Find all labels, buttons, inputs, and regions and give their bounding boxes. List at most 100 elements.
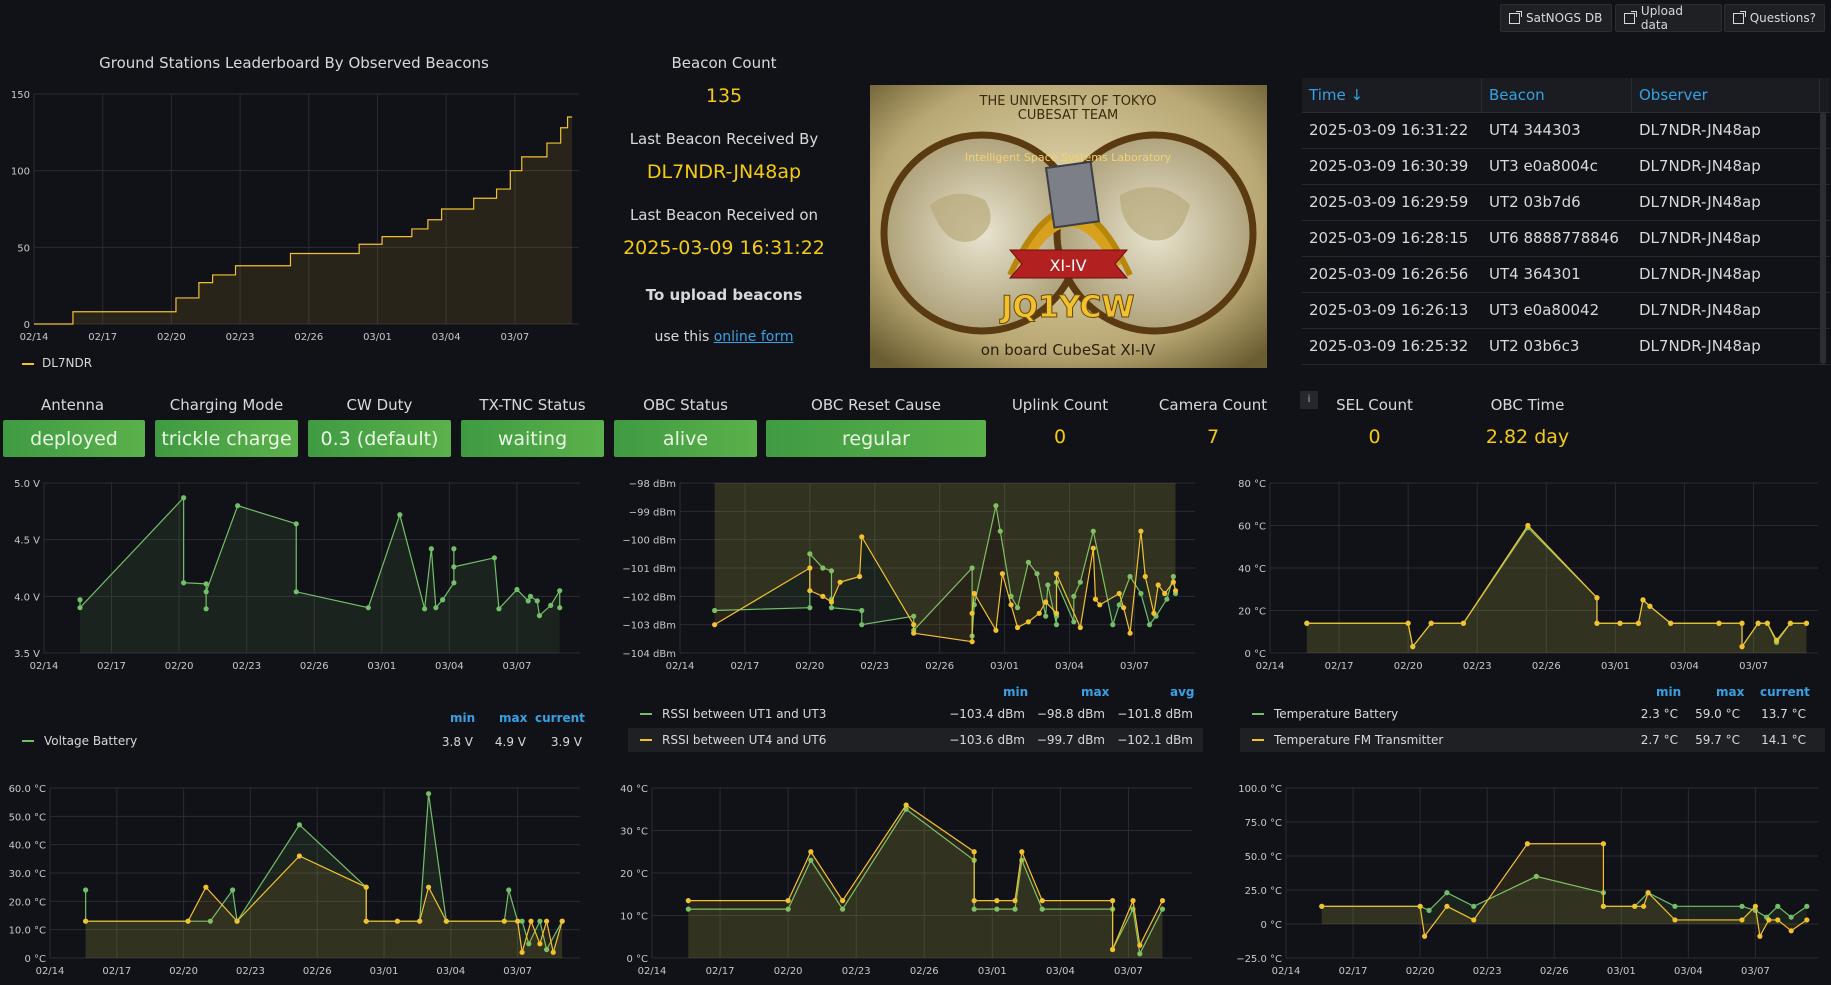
upload-title: To upload beacons: [645, 286, 803, 304]
series-area: [714, 483, 1176, 636]
table-row[interactable]: 2025-03-09 16:26:56 UT4 364301 DL7NDR-JN48…: [1302, 257, 1830, 293]
data-point: [230, 887, 236, 893]
data-point: [293, 589, 299, 595]
cell-time: 2025-03-09 16:29:59: [1309, 193, 1469, 211]
data-point: [999, 571, 1006, 577]
online-form-link[interactable]: online form: [713, 329, 794, 345]
legend-max-header[interactable]: max: [499, 711, 528, 725]
legend-current-header[interactable]: current: [535, 711, 585, 725]
data-point: [1151, 610, 1157, 616]
legend-max-header[interactable]: max: [1081, 685, 1110, 699]
data-point: [235, 503, 241, 509]
data-point: [1471, 917, 1477, 923]
logo-line1: THE UNIVERSITY OF TOKYO: [979, 94, 1157, 109]
table-row[interactable]: 2025-03-09 16:29:59 UT2 03b7d6 DL7NDR-JN48…: [1302, 185, 1830, 221]
x-tick-label: 02/17: [731, 661, 760, 672]
data-point: [1444, 903, 1450, 909]
data-point: [994, 906, 1000, 912]
table-row[interactable]: 2025-03-09 16:25:32 UT2 03b6c3 DL7NDR-JN48…: [1302, 329, 1830, 365]
y-tick-label: −101 dBm: [622, 564, 676, 575]
data-point: [1405, 620, 1411, 626]
series-area: [714, 483, 1176, 642]
legend-label: Temperature Battery: [1274, 707, 1399, 721]
x-tick-label: 02/26: [1532, 661, 1561, 672]
cell-time: 2025-03-09 16:28:15: [1309, 229, 1469, 247]
obc-status-label: OBC Status: [643, 396, 728, 414]
table-body: 2025-03-09 16:31:22 UT4 344303 DL7NDR-JN48…: [1302, 113, 1830, 368]
data-point: [839, 906, 846, 912]
y-tick-label: 0: [24, 320, 30, 331]
y-tick-label: 20 °C: [1238, 607, 1266, 618]
table-row[interactable]: 2025-03-09 16:24:11UT5 ffffffDL7NDR-JN48…: [1302, 365, 1830, 368]
legend-min-header[interactable]: min: [1003, 685, 1029, 699]
data-point: [1090, 528, 1096, 534]
data-point: [1159, 898, 1166, 904]
legend-current-header[interactable]: current: [1760, 685, 1810, 699]
table-row[interactable]: 2025-03-09 16:28:15 UT6 8888778846 DL7NDR-…: [1302, 221, 1830, 257]
legend-rssi2[interactable]: RSSI between UT4 and UT6: [628, 728, 1203, 752]
data-point: [1739, 620, 1745, 626]
external-link-icon: [1624, 10, 1637, 24]
obc-reset-status: regular: [766, 420, 986, 457]
legend-swatch: [640, 713, 652, 715]
cell-time: 2025-03-09 16:31:22: [1309, 121, 1469, 139]
questions-button[interactable]: Questions?: [1724, 4, 1825, 32]
data-point: [1421, 933, 1428, 939]
data-point: [425, 884, 432, 890]
data-point: [1138, 590, 1144, 597]
info-icon[interactable]: i: [1300, 391, 1318, 409]
legend-voltage[interactable]: Voltage Battery: [22, 729, 587, 753]
table-scrollbar[interactable]: [1820, 112, 1826, 364]
legend-avg-header[interactable]: avg: [1170, 685, 1195, 699]
table-row[interactable]: 2025-03-09 16:26:13 UT3 e0a80042 DL7NDR-JN…: [1302, 293, 1830, 329]
data-point: [1025, 619, 1031, 625]
leaderboard-legend[interactable]: DL7NDR: [22, 356, 92, 370]
camera-count-label: Camera Count: [1158, 396, 1268, 414]
column-header-observer[interactable]: Observer: [1632, 78, 1820, 112]
data-point: [293, 521, 299, 527]
data-point: [363, 918, 369, 924]
tfm-min: 2.7 °C: [1640, 733, 1678, 747]
data-point: [550, 949, 556, 955]
table-row[interactable]: 2025-03-09 16:30:39 UT3 e0a8004c DL7NDR-JN…: [1302, 149, 1830, 185]
data-point: [1755, 620, 1761, 626]
data-point: [534, 598, 540, 604]
legend-temp-battery[interactable]: Temperature Battery: [1240, 702, 1825, 726]
tbat-min: 2.3 °C: [1640, 707, 1678, 721]
data-point: [557, 605, 563, 611]
data-point: [496, 606, 502, 612]
data-point: [1120, 605, 1127, 611]
upload-data-button[interactable]: Upload data: [1615, 4, 1722, 32]
data-point: [1097, 602, 1103, 608]
data-point: [1077, 579, 1083, 585]
legend-temp-fm[interactable]: Temperature FM Transmitter: [1240, 728, 1825, 752]
legend-min-header[interactable]: min: [450, 711, 476, 725]
satnogs-db-button[interactable]: SatNOGS DB: [1500, 4, 1612, 32]
data-point: [185, 918, 191, 924]
legend-rssi1[interactable]: RSSI between UT1 and UT3: [628, 702, 1203, 726]
questions-label: Questions?: [1749, 11, 1816, 25]
data-point: [1804, 903, 1810, 909]
column-header-time[interactable]: Time ↓: [1302, 78, 1482, 112]
data-point: [501, 918, 507, 924]
data-point: [1043, 613, 1049, 619]
x-tick-label: 02/17: [1339, 966, 1368, 977]
legend-label: Temperature FM Transmitter: [1274, 733, 1444, 747]
x-tick-label: 02/14: [666, 661, 695, 672]
data-point: [527, 593, 534, 599]
series-area: [80, 497, 560, 653]
data-point: [1739, 917, 1745, 923]
temperature-chart-middle: 0 °C 10 °C 20 °C 30 °C 40 °C 02/14 02/17 02/20 0…: [620, 784, 1192, 977]
table-row[interactable]: 2025-03-09 16:31:22 UT4 344303 DL7NDR-JN48…: [1302, 113, 1830, 149]
data-point: [428, 546, 434, 552]
column-header-beacon[interactable]: Beacon: [1482, 78, 1632, 112]
x-tick-label: 03/01: [367, 661, 396, 672]
x-tick-label: 02/23: [1463, 661, 1492, 672]
x-tick-label: 03/07: [503, 966, 532, 977]
legend-min-header[interactable]: min: [1656, 685, 1682, 699]
x-tick-label: 03/07: [1114, 966, 1143, 977]
last-on-value: 2025-03-09 16:31:22: [623, 237, 825, 259]
y-tick-label: 3.5 V: [14, 649, 40, 660]
legend-max-header[interactable]: max: [1716, 685, 1745, 699]
sel-count-label: SEL Count: [1336, 396, 1413, 414]
